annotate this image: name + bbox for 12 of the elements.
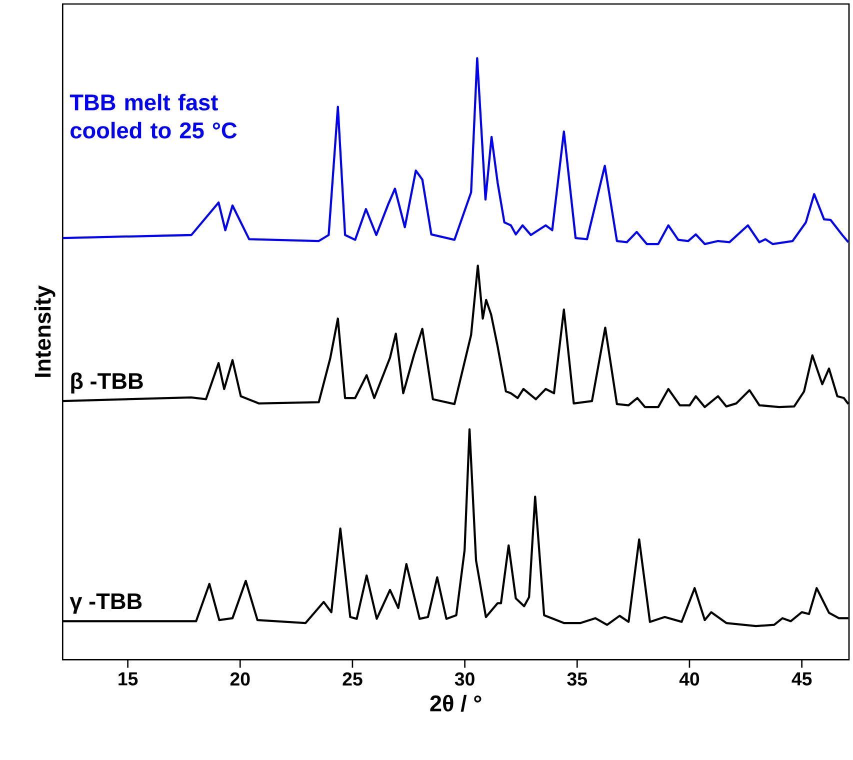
series-label: γ -TBB xyxy=(70,594,142,614)
x-tick-label: 20 xyxy=(230,672,250,686)
x-tick-label: 15 xyxy=(118,672,138,686)
x-tick-label: 35 xyxy=(567,672,588,686)
x-axis-title: 2θ / ° xyxy=(430,694,482,712)
series-label: β -TBB xyxy=(71,372,143,394)
y-axis-title: Intensity xyxy=(34,286,56,378)
x-tick-label: 25 xyxy=(342,672,362,686)
x-tick-label: 30 xyxy=(454,672,474,686)
x-tick-label: 45 xyxy=(792,672,812,686)
x-tick-label: 40 xyxy=(679,672,700,686)
text: TBB melt fast cooled to 25 °C xyxy=(70,94,237,139)
